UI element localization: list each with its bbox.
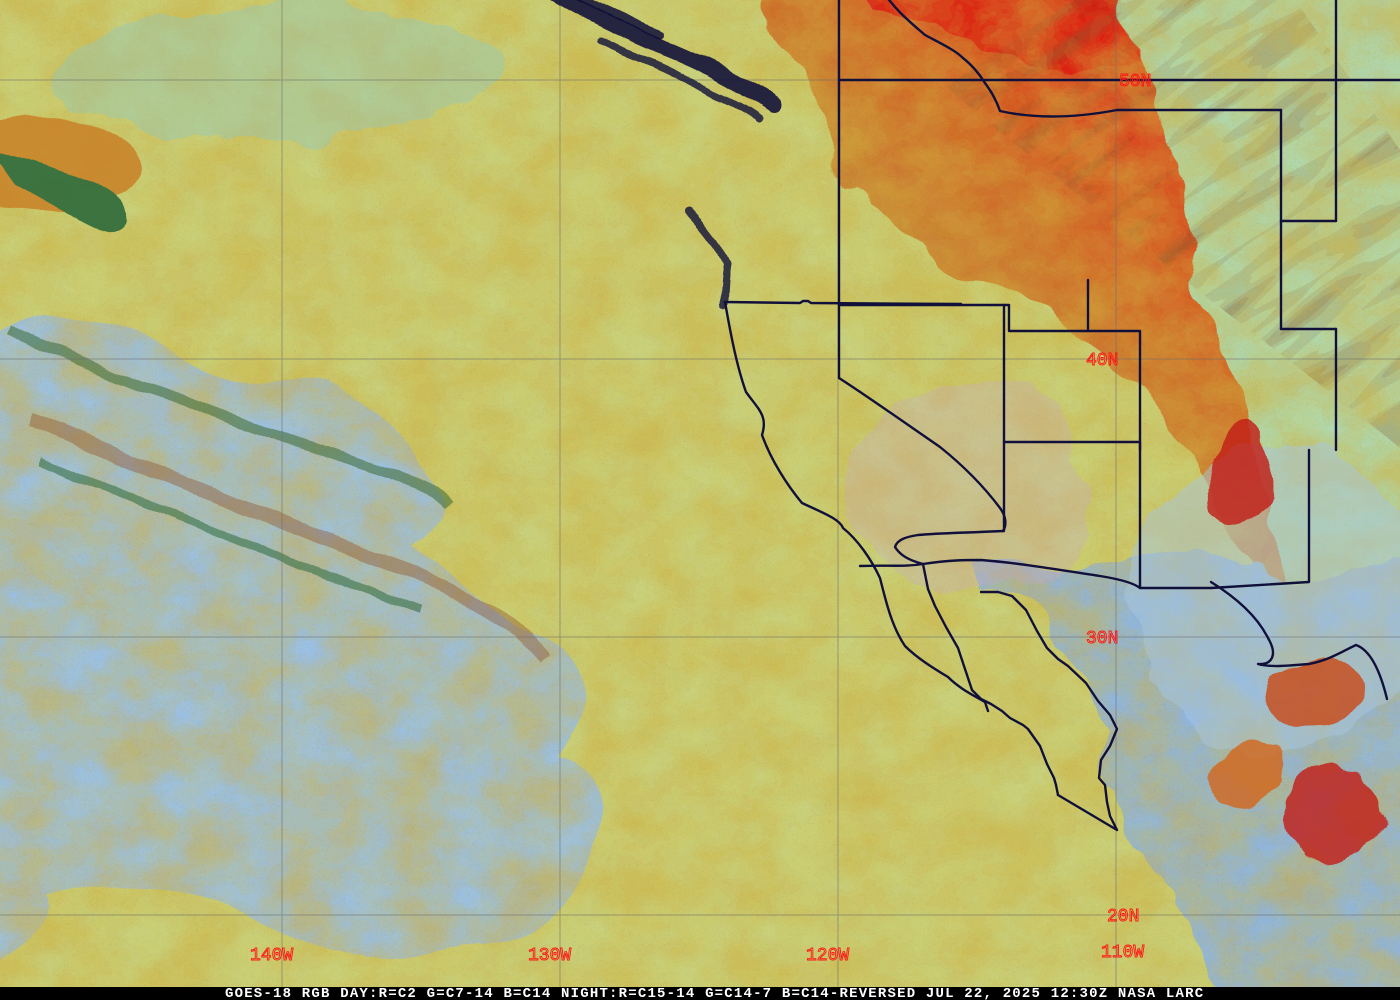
svg-text:GOES-18 RGB DAY:R=C2 G=C7-14: GOES-18 RGB DAY:R=C2 G=C7-14 B=C14 NIGHT… (225, 986, 1204, 1000)
svg-text:30N: 30N (1086, 629, 1118, 649)
svg-text:140W: 140W (250, 946, 293, 966)
svg-text:20N: 20N (1107, 907, 1139, 927)
svg-text:120W: 120W (806, 946, 849, 966)
svg-text:50N: 50N (1119, 72, 1151, 92)
svg-text:40N: 40N (1086, 351, 1118, 371)
svg-text:130W: 130W (528, 946, 571, 966)
svg-text:110W: 110W (1101, 943, 1144, 963)
